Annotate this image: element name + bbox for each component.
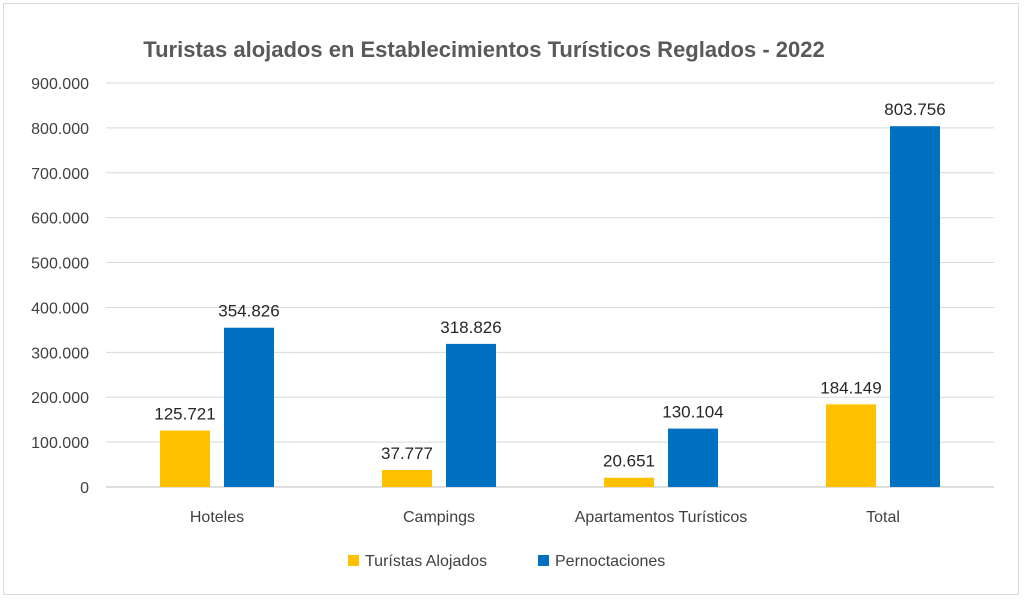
- data-label-pernoctaciones: 803.756: [884, 100, 945, 119]
- bars: [160, 126, 940, 487]
- y-tick-label: 300.000: [31, 345, 89, 362]
- bar-pernoctaciones: [224, 327, 274, 487]
- legend-label-turistas-alojados: Turístas Alojados: [365, 553, 487, 570]
- x-axis-categories: Hoteles Campings Apartamentos Turísticos To…: [190, 509, 900, 526]
- data-label-turistas-alojados: 37.777: [381, 444, 433, 463]
- y-tick-label: 600.000: [31, 211, 89, 228]
- bar-turistas-alojados: [382, 470, 432, 487]
- chart-svg: Turistas alojados en Establecimientos Tu…: [31, 37, 994, 570]
- category-label: Campings: [403, 509, 475, 526]
- bar-turistas-alojados: [604, 477, 654, 487]
- legend-label-pernoctaciones: Pernoctaciones: [555, 553, 665, 570]
- data-label-pernoctaciones: 318.826: [440, 318, 501, 337]
- bar-turistas-alojados: [826, 404, 876, 487]
- legend-swatch-turistas-alojados: [348, 555, 359, 566]
- y-tick-label: 100.000: [31, 435, 89, 452]
- data-label-turistas-alojados: 125.721: [154, 405, 215, 424]
- y-tick-label: 200.000: [31, 390, 89, 407]
- data-labels: 125.721 354.826 37.777 318.826 20.651 130.104…: [154, 100, 945, 471]
- y-tick-label: 800.000: [31, 121, 89, 138]
- bar-pernoctaciones: [890, 126, 940, 487]
- data-label-pernoctaciones: 130.104: [662, 403, 723, 422]
- bar-pernoctaciones: [446, 343, 496, 487]
- chart-title: Turistas alojados en Establecimientos Tu…: [143, 37, 824, 62]
- legend-swatch-pernoctaciones: [538, 555, 549, 566]
- category-label: Total: [866, 509, 900, 526]
- category-label: Hoteles: [190, 509, 244, 526]
- y-tick-label: 400.000: [31, 300, 89, 317]
- y-tick-label: 700.000: [31, 166, 89, 183]
- y-tick-label: 900.000: [31, 76, 89, 93]
- category-label: Apartamentos Turísticos: [575, 509, 748, 526]
- data-label-pernoctaciones: 354.826: [218, 302, 279, 321]
- bar-turistas-alojados: [160, 430, 210, 487]
- y-tick-label: 500.000: [31, 256, 89, 273]
- y-tick-label: 0: [80, 480, 89, 497]
- y-axis-ticks: 0 100.000 200.000 300.000 400.000 500.000 600.…: [31, 76, 89, 497]
- bar-pernoctaciones: [668, 428, 718, 487]
- legend: Turístas Alojados Pernoctaciones: [348, 553, 665, 570]
- data-label-turistas-alojados: 20.651: [603, 452, 655, 471]
- data-label-turistas-alojados: 184.149: [820, 378, 881, 397]
- chart-frame: Turistas alojados en Establecimientos Tu…: [3, 3, 1019, 595]
